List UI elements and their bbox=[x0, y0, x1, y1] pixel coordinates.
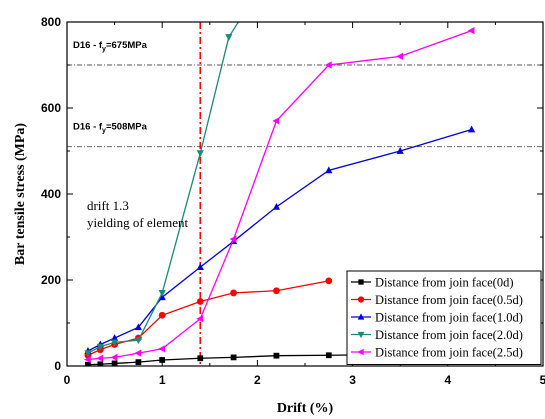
data-point bbox=[158, 311, 166, 319]
legend-marker bbox=[357, 348, 364, 356]
data-point bbox=[396, 52, 404, 60]
labels: 0 1 2 3 4 5 0 200 400 600 800 Drift (%) Bar tensile … bbox=[13, 15, 545, 416]
data-point bbox=[196, 298, 204, 305]
data-point bbox=[197, 355, 204, 362]
legend: Distance from join face(0d) Distance from… bbox=[346, 270, 542, 365]
reference-line-label: D16 - fy=508MPa bbox=[73, 122, 148, 135]
data-point bbox=[196, 150, 204, 158]
legend-label: Distance from join face(0.5d) bbox=[375, 293, 523, 307]
data-point bbox=[110, 353, 118, 361]
data-point bbox=[272, 117, 280, 125]
series-line bbox=[87, 280, 329, 356]
data-point bbox=[229, 235, 237, 243]
y-tick-label: 800 bbox=[41, 15, 61, 29]
data-point bbox=[325, 166, 333, 174]
data-point bbox=[159, 357, 166, 363]
data-point bbox=[230, 354, 237, 361]
x-tick-label: 4 bbox=[444, 373, 451, 387]
data-point bbox=[134, 349, 142, 357]
data-point bbox=[84, 350, 92, 358]
data-point bbox=[111, 339, 119, 347]
series-line bbox=[87, 22, 239, 354]
legend-box bbox=[346, 270, 542, 365]
reference-line-label: D16 - fy=675MPa bbox=[73, 40, 148, 53]
legend-label: Distance from join face(1.0d) bbox=[375, 311, 523, 325]
data-point bbox=[396, 147, 404, 154]
data-point bbox=[111, 334, 119, 341]
data-point bbox=[272, 202, 281, 210]
data-point bbox=[230, 289, 238, 297]
y-tick-label: 600 bbox=[41, 101, 61, 115]
series-3 bbox=[84, 22, 239, 358]
x-tick-label: 0 bbox=[64, 373, 71, 387]
legend-label: Distance from join face(0d) bbox=[375, 276, 513, 290]
data-point bbox=[158, 290, 166, 297]
y-tick-label: 400 bbox=[41, 187, 61, 201]
data-point bbox=[158, 345, 166, 353]
data-point bbox=[135, 359, 142, 366]
y-tick-label: 0 bbox=[54, 359, 61, 373]
reference-lines bbox=[67, 22, 543, 366]
data-point bbox=[467, 27, 475, 35]
y-axis-title: Bar tensile stress (MPa) bbox=[13, 123, 28, 266]
axes bbox=[66, 21, 544, 367]
legend-marker bbox=[358, 279, 364, 285]
data-point bbox=[96, 343, 104, 351]
annotation-text: drift 1.3 bbox=[87, 198, 129, 213]
data-point bbox=[196, 263, 204, 270]
data-point bbox=[134, 337, 142, 345]
legend-label: Distance from join face(2.0d) bbox=[375, 328, 523, 342]
series-1 bbox=[84, 277, 333, 359]
x-tick-label: 2 bbox=[254, 373, 261, 387]
data-point bbox=[83, 355, 91, 364]
data-point bbox=[325, 352, 332, 359]
x-tick-label: 5 bbox=[540, 373, 545, 387]
data-point bbox=[97, 361, 104, 366]
annotation-text: yielding of element bbox=[87, 215, 188, 230]
data-point bbox=[273, 287, 280, 295]
legend-marker bbox=[357, 313, 365, 320]
x-tick-label: 3 bbox=[349, 373, 356, 387]
data-point bbox=[85, 361, 91, 366]
data-point bbox=[225, 34, 233, 42]
data-point bbox=[468, 125, 476, 133]
series-4 bbox=[83, 27, 475, 364]
data-point bbox=[134, 323, 142, 331]
data-point bbox=[96, 354, 104, 362]
legend-marker bbox=[357, 331, 365, 339]
x-tick-label: 1 bbox=[159, 373, 166, 387]
x-axis-title: Drift (%) bbox=[277, 401, 334, 416]
data-point bbox=[196, 315, 204, 323]
legend-marker bbox=[357, 296, 365, 303]
legend-label: Distance from join face(2.5d) bbox=[375, 346, 523, 360]
y-tick-label: 200 bbox=[41, 273, 61, 287]
data-point bbox=[325, 277, 333, 285]
data-point bbox=[273, 352, 280, 359]
data-point bbox=[324, 61, 332, 69]
